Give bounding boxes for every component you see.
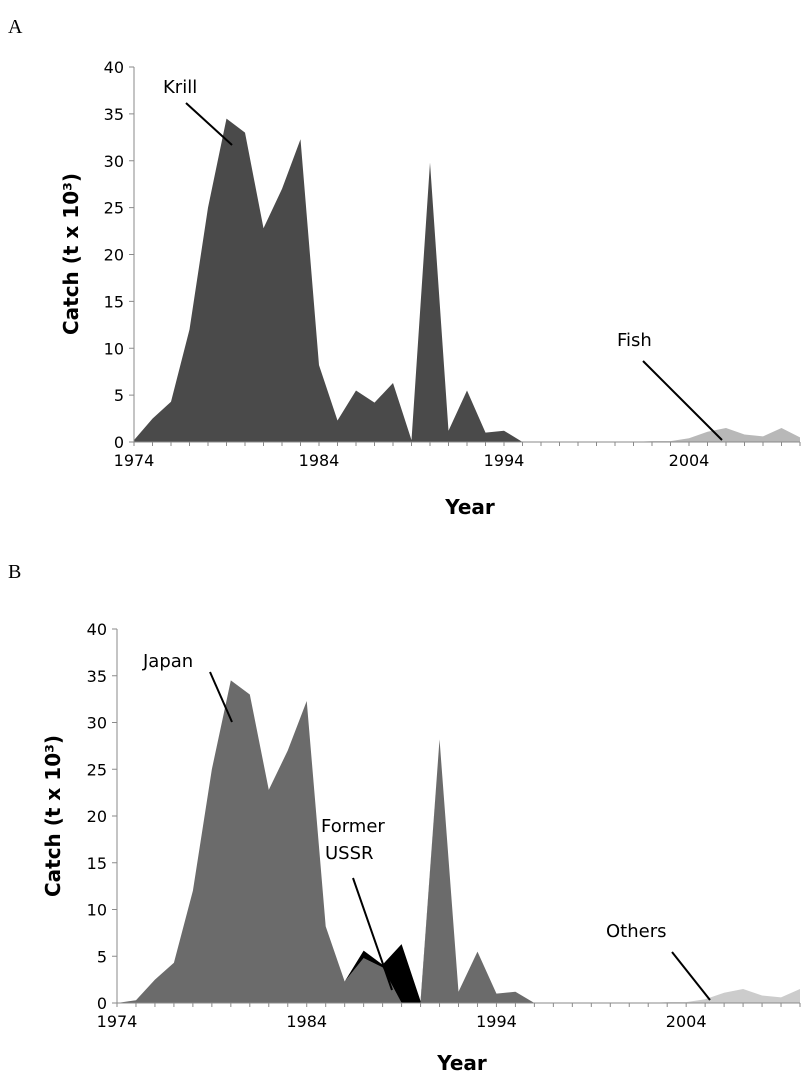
annotation-fish: Fish	[617, 330, 652, 351]
annotation-others: Others	[606, 921, 667, 942]
annotation-krill: Krill	[163, 77, 197, 98]
panel-b-y-tick-label: 5	[97, 947, 107, 966]
annotation-japan: Japan	[142, 651, 193, 672]
annotation-former-ussr: Former USSR	[321, 816, 385, 864]
panel-b-area-japan	[117, 680, 800, 1003]
panel-b-y-tick-label: 0	[97, 994, 107, 1013]
leader-krill	[185, 102, 233, 146]
panel-a-area-krill	[134, 118, 800, 442]
annotation-former-ussr-line: Former	[321, 816, 385, 837]
panel-a-x-ticks: 1974 1984 1994 2004	[114, 442, 801, 470]
leader-fish	[642, 360, 723, 441]
panel-b-x-ticks: 1974 1984 1994 2004	[97, 1003, 801, 1031]
panel-a-y-tick-label: 15	[104, 292, 124, 311]
leader-japan	[209, 671, 233, 723]
panel-b-y-tick-label: 30	[87, 714, 107, 733]
panel-b-y-ticks: 0 5 10 15 20 25 30 35 40	[87, 620, 117, 1013]
panel-b-y-label: Catch (t x 10³)	[41, 735, 65, 897]
panel-a-y-tick-label: 40	[104, 58, 124, 77]
panel-a-y-label: Catch (t x 10³)	[59, 173, 83, 335]
panel-a-y-tick-label: 20	[104, 246, 124, 265]
panel-a: A 0 5 10 15 20 25 30 35 40 1974 1984 1994 2004 Year…	[8, 16, 801, 519]
panel-a-y-tick-label: 30	[104, 152, 124, 171]
leader-former-ussr	[352, 877, 393, 991]
panel-a-x-tick-label: 1994	[484, 451, 525, 470]
panel-b-y-tick-label: 10	[87, 901, 107, 920]
panel-a-letter: A	[8, 16, 23, 38]
panel-b-y-tick-label: 40	[87, 620, 107, 639]
panel-a-x-label: Year	[444, 495, 495, 519]
panel-a-x-tick-label: 1974	[114, 451, 155, 470]
panel-a-y-tick-label: 10	[104, 339, 124, 358]
panel-b-x-tick-label: 1984	[286, 1012, 327, 1031]
panel-a-y-ticks: 0 5 10 15 20 25 30 35 40	[104, 58, 134, 452]
leader-others	[671, 951, 711, 1001]
panel-b-x-tick-label: 2004	[666, 1012, 707, 1031]
panel-a-areas	[134, 118, 800, 442]
panel-b-y-tick-label: 25	[87, 760, 107, 779]
annotation-former-ussr-line: USSR	[325, 843, 374, 864]
panel-b-letter: B	[8, 561, 21, 583]
panel-a-y-tick-label: 0	[114, 433, 124, 452]
panel-b-x-tick-label: 1994	[476, 1012, 517, 1031]
panel-b-y-tick-label: 20	[87, 807, 107, 826]
panel-b-areas	[117, 680, 800, 1003]
panel-b-x-label: Year	[436, 1051, 487, 1075]
panel-a-x-tick-label: 2004	[669, 451, 710, 470]
panel-b-x-tick-label: 1974	[97, 1012, 138, 1031]
panel-a-y-tick-label: 35	[104, 105, 124, 124]
panel-a-y-tick-label: 25	[104, 199, 124, 218]
panel-b-y-tick-label: 35	[87, 667, 107, 686]
panel-a-x-tick-label: 1984	[299, 451, 340, 470]
panel-b-y-tick-label: 15	[87, 854, 107, 873]
panel-b: B 0 5 10 15 20 25 30 35 40 1974 1984 1994 2004 Year…	[8, 561, 801, 1075]
panel-a-y-tick-label: 5	[114, 386, 124, 405]
